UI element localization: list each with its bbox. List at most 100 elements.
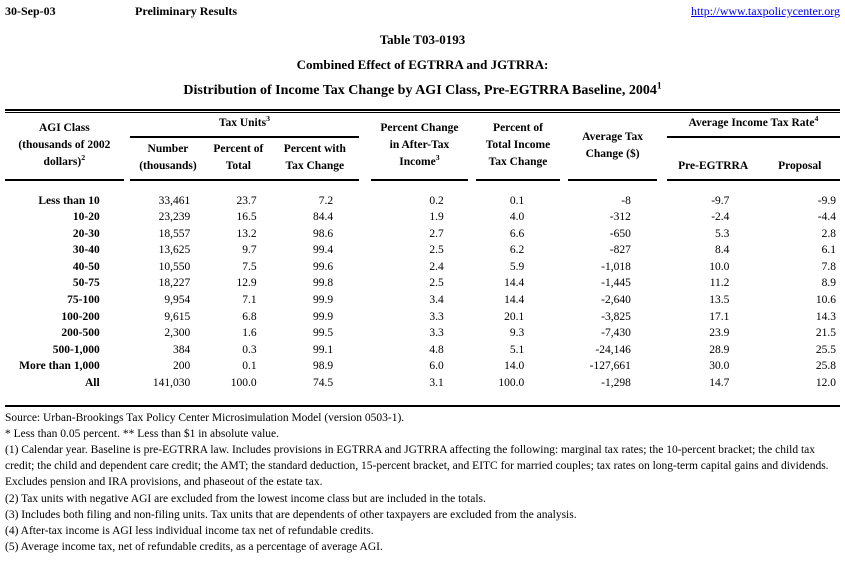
footnote: Source: Urban-Brookings Tax Policy Cente… [5,411,405,424]
column-spacer [657,325,667,342]
footnote-marker-1: 1 [656,81,662,92]
agi-class-cell: 75-100 [67,294,100,307]
average-tax-change-cell: -312 [609,211,631,224]
col-header-number-thousands: Number (thousands) [129,137,207,181]
column-spacer [657,275,667,292]
percent-with-tax-change-cell: 99.8 [312,277,334,290]
column-spacer [468,358,476,375]
header-body-gap [5,180,840,193]
percent-with-tax-change-cell: 99.1 [312,343,334,356]
column-spacer [468,193,476,210]
column-spacer [468,325,476,342]
agi-class-cell: More than 1,000 [19,360,100,373]
header-line: (thousands of 2002 [18,139,111,152]
column-spacer [657,309,667,326]
col-header-pct-total-income-tax-change: Percent of Total Income Tax Change [475,113,561,181]
average-tax-change-cell: -2,640 [601,294,631,307]
date-label: 30-Sep-03 [5,4,56,18]
footnote-marker-3: 3 [266,114,270,124]
pre-egtrra-rate-cell: 5.3 [715,227,730,240]
pct-change-after-tax-income-cell: 1.9 [429,211,444,224]
header-line: Total Income [485,139,551,152]
pct-total-income-tax-change-cell: 0.1 [509,194,525,207]
data-table: AGI Class (thousands of 2002 dollars)2 T… [5,113,840,392]
number-thousands-cell: 18,227 [158,277,191,290]
proposal-rate-cell: 2.8 [821,227,836,240]
pct-total-income-tax-change-cell: 4.0 [509,211,525,224]
pct-change-after-tax-income-cell: 3.3 [429,327,444,340]
pct-total-income-tax-change-cell: 6.6 [509,227,525,240]
pct-total-income-tax-change-cell: 100.0 [498,377,525,390]
col-header-proposal: Proposal [759,137,840,181]
percent-with-tax-change-cell: 98.9 [312,360,334,373]
table-subtitle: Combined Effect of EGTRRA and JGTRRA: [296,57,549,72]
col-header-percent-of-total: Percent of Total [206,137,271,181]
footnote: * Less than 0.05 percent. ** Less than $… [5,427,280,440]
column-spacer [560,275,568,292]
number-thousands-cell: 9,615 [164,310,191,323]
pre-egtrra-rate-cell: 10.0 [709,260,730,273]
percent-of-total-cell: 16.5 [236,211,257,224]
table-top-double-rule [5,109,840,113]
footnote: (1) Calendar year. Baseline is pre-EGTRR… [5,444,829,489]
pct-change-after-tax-income-cell: 0.2 [429,194,444,207]
header-line: AGI Class [38,121,90,134]
column-spacer [560,309,568,326]
pre-egtrra-rate-cell: 28.9 [709,343,730,356]
proposal-rate-cell: 12.0 [815,377,836,390]
footnote: (5) Average income tax, net of refundabl… [5,541,383,554]
column-spacer [560,375,568,392]
header-line: Percent Change [380,121,459,134]
footnote: (2) Tax units with negative AGI are excl… [5,492,486,505]
col-group-tax-units: Tax Units3 [129,113,360,138]
percent-with-tax-change-cell: 99.9 [312,310,334,323]
column-spacer [468,292,476,309]
average-tax-change-cell: -1,298 [601,377,631,390]
table-row: Less than 10 33,461 23.7 7.2 0.2 0.1 -8 … [5,193,840,210]
percent-with-tax-change-cell: 99.4 [312,244,334,257]
document-title-block: Table T03-0193 Combined Effect of EGTRRA… [5,32,840,99]
column-spacer [468,242,476,259]
percent-of-total-cell: 7.1 [242,294,257,307]
column-spacer [359,226,371,243]
average-tax-change-cell: -1,018 [601,260,631,273]
header-line: Percent of [213,143,264,155]
agi-class-cell: 50-75 [72,277,100,290]
footnote: (4) After-tax income is AGI less individ… [5,525,374,538]
column-spacer [560,259,568,276]
pct-change-after-tax-income-cell: 3.4 [429,294,444,307]
agi-class-cell: 500-1,000 [52,343,100,356]
percent-of-total-cell: 100.0 [230,377,257,390]
table-row: 500-1,000 384 0.3 99.1 4.8 5.1 -24,146 2… [5,342,840,359]
average-tax-change-cell: -1,445 [601,277,631,290]
table-caption-text: Distribution of Income Tax Change by AGI… [183,83,657,98]
header-line: Percent of [493,121,543,134]
number-thousands-cell: 9,954 [164,294,191,307]
column-spacer [560,209,568,226]
column-spacer [359,292,371,309]
table-bottom-rule [5,404,840,407]
pct-change-after-tax-income-cell: 2.5 [429,277,444,290]
col-header-average-tax-change: Average Tax Change ($) [568,113,657,181]
proposal-rate-cell: -4.4 [817,211,836,224]
column-spacer [359,113,371,180]
agi-class-cell: 40-50 [72,260,100,273]
header-line: Change ($) [585,147,640,160]
footnote-marker-3: 3 [435,153,440,163]
col-group-average-income-tax-rate: Average Income Tax Rate4 [666,113,840,138]
header-line: Percent with [283,143,346,155]
number-thousands-cell: 33,461 [158,194,191,207]
percent-of-total-cell: 12.9 [236,277,257,290]
website-link[interactable]: http://www.taxpolicycenter.org [691,4,840,18]
column-spacer [359,325,371,342]
column-spacer [657,209,667,226]
table-row: 40-50 10,550 7.5 99.6 2.4 5.9 -1,018 10.… [5,259,840,276]
number-thousands-cell: 200 [172,360,191,373]
agi-class-cell: 20-30 [72,227,100,240]
header-line: Tax Change [488,156,548,169]
col-header-percent-with-tax-change: Percent with Tax Change [270,137,360,181]
column-spacer [560,226,568,243]
proposal-rate-cell: 25.8 [815,360,836,373]
column-spacer [468,342,476,359]
average-tax-change-cell: -8 [621,194,631,207]
